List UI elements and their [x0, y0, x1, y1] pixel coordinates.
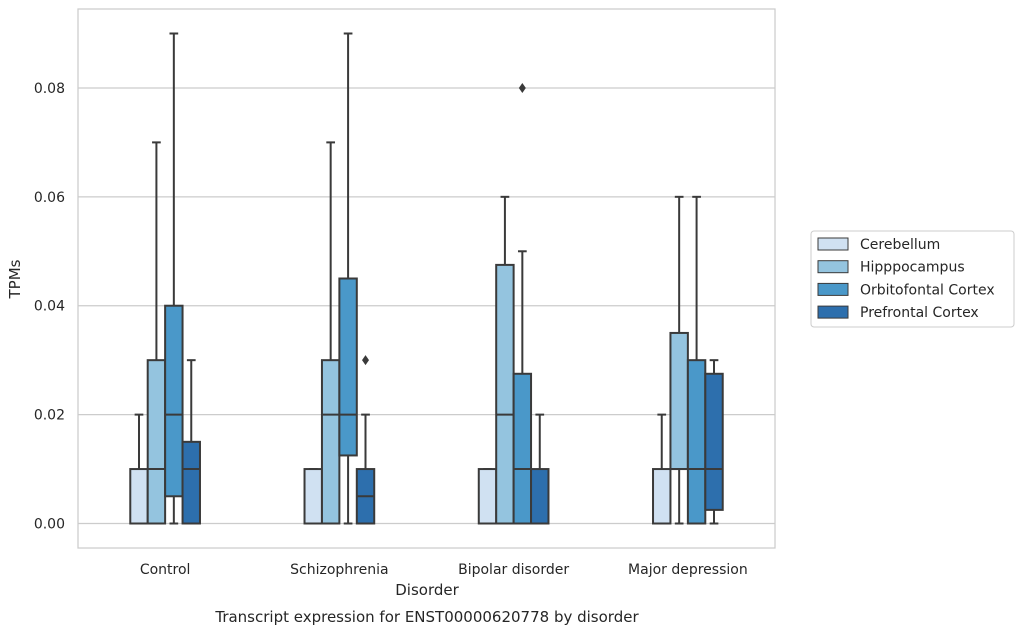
- legend-label: Hipppocampus: [860, 260, 965, 276]
- y-axis-label: TPMs: [6, 259, 24, 299]
- x-axis-ticks: Control Schizophrenia Bipolar disorder Majo…: [140, 562, 748, 578]
- box-iqr: [512, 372, 533, 525]
- box-0-0: [129, 413, 149, 525]
- box-iqr: [164, 304, 184, 498]
- box-3-3: [704, 359, 724, 525]
- box-iqr: [669, 331, 689, 471]
- box-iqr: [129, 468, 149, 525]
- x-axis-label: Disorder: [395, 581, 459, 599]
- x-tick-label: Major depression: [628, 562, 748, 578]
- box-iqr: [530, 468, 550, 525]
- y-tick-label: 0.06: [34, 190, 65, 206]
- outlier-marker: [518, 82, 526, 93]
- box-iqr: [338, 277, 358, 457]
- legend-frame: [810, 230, 1015, 328]
- box-iqr: [477, 468, 498, 525]
- box-3-0: [652, 413, 672, 525]
- box-iqr: [704, 372, 724, 511]
- legend-items: Cerebellum Hipppocampus Orbitofontal Corte…: [817, 237, 995, 321]
- box-iqr: [495, 263, 515, 525]
- box-0-2: [164, 32, 184, 525]
- legend-swatch: [817, 260, 849, 274]
- legend-swatch: [817, 237, 849, 251]
- box-1-1: [320, 141, 341, 525]
- y-tick-label: 0.08: [34, 81, 65, 97]
- box-iqr: [303, 468, 323, 525]
- x-tick-label: Schizophrenia: [290, 562, 388, 578]
- outlier-marker: [362, 355, 370, 366]
- box-iqr: [320, 359, 341, 525]
- box-2-3: [530, 413, 550, 525]
- x-tick-label: Bipolar disorder: [458, 562, 569, 578]
- legend-swatch: [817, 305, 849, 319]
- box-3-1: [669, 195, 689, 525]
- y-tick-label: 0.04: [34, 299, 65, 315]
- y-tick-label: 0.02: [34, 408, 65, 424]
- box-0-3: [181, 359, 201, 525]
- x-tick-label: Control: [140, 562, 191, 578]
- legend: Cerebellum Hipppocampus Orbitofontal Corte…: [810, 230, 1015, 328]
- box-2-2: [512, 82, 533, 525]
- box-1-0: [303, 468, 323, 525]
- legend-swatch: [817, 282, 849, 296]
- box-1-3: [355, 355, 376, 525]
- y-tick-label: 0.00: [34, 517, 65, 533]
- box-iqr: [146, 359, 167, 525]
- legend-label: Orbitofontal Cortex: [860, 282, 995, 298]
- box-1-2: [338, 32, 358, 525]
- box-iqr: [652, 468, 672, 525]
- box-0-1: [146, 141, 167, 525]
- box-iqr: [181, 440, 201, 525]
- legend-label: Cerebellum: [860, 237, 940, 253]
- y-axis-ticks: 0.00 0.02 0.04 0.06 0.08: [34, 81, 65, 533]
- chart-title: Transcript expression for ENST0000062077…: [214, 608, 639, 626]
- box-2-1: [495, 195, 515, 525]
- plot-area: [129, 32, 724, 525]
- legend-label: Prefrontal Cortex: [860, 305, 979, 321]
- box-iqr: [686, 359, 707, 525]
- plot-frame: [77, 8, 776, 549]
- box-2-0: [477, 468, 498, 525]
- box-3-2: [686, 195, 707, 525]
